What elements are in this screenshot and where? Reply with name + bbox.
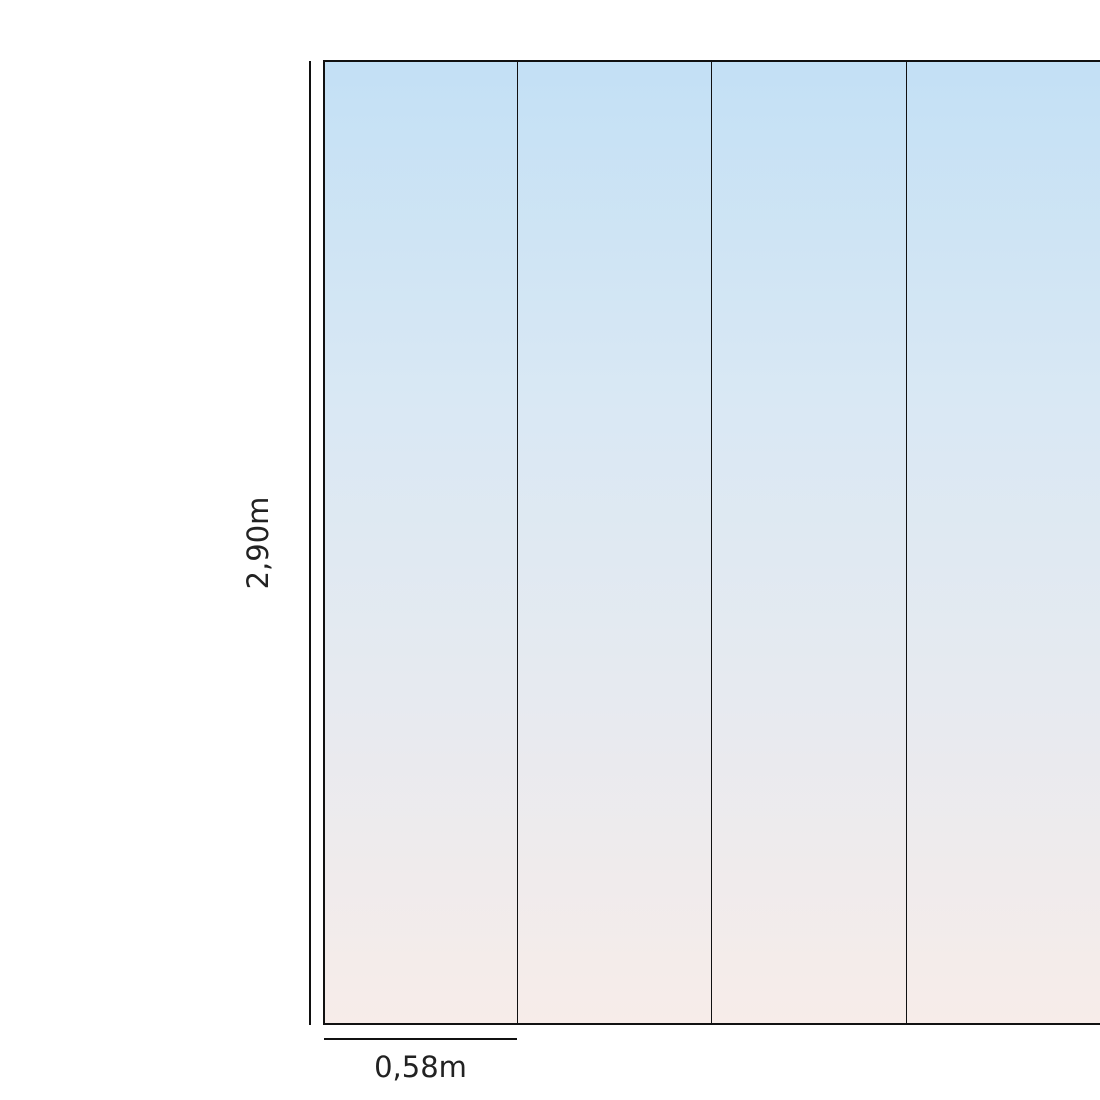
panel-width-label: 0,58m bbox=[374, 1050, 467, 1084]
height-label: 2,90m bbox=[241, 496, 275, 590]
height-dimension-line bbox=[309, 61, 311, 1025]
panel-seam bbox=[906, 62, 907, 1023]
width-dimension-line bbox=[324, 1038, 517, 1040]
wallpaper-panels bbox=[323, 60, 1100, 1025]
panel-seam bbox=[517, 62, 518, 1023]
panel-seam bbox=[711, 62, 712, 1023]
